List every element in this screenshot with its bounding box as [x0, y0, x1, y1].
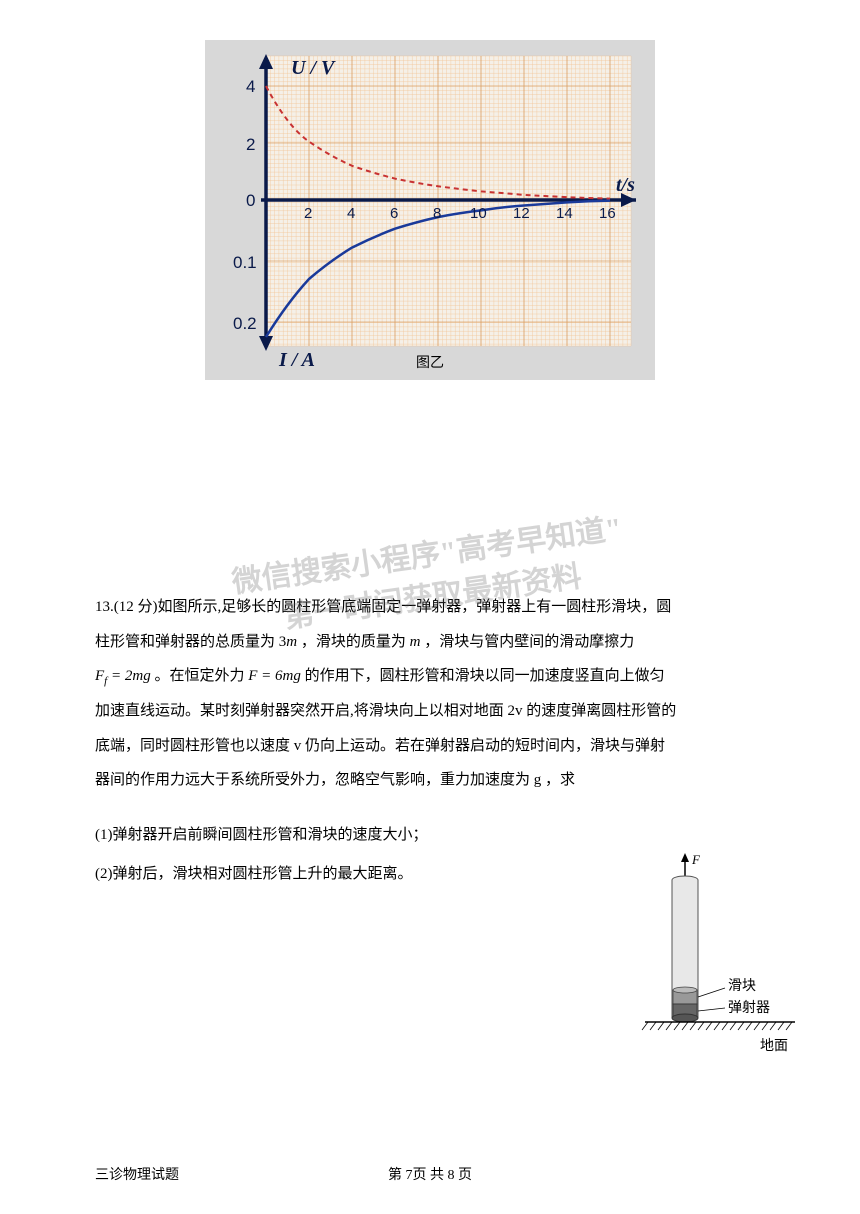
- chart-svg: U / V I / A t/s 4 2 0 0.1 0.2 2 4 6 8 10…: [211, 46, 649, 374]
- svg-text:8: 8: [433, 205, 441, 222]
- svg-text:0.1: 0.1: [233, 253, 257, 272]
- svg-text:0.2: 0.2: [233, 314, 257, 333]
- svg-text:4: 4: [246, 77, 255, 96]
- chart-caption: 图乙: [416, 352, 444, 372]
- svg-text:10: 10: [470, 205, 487, 222]
- svg-text:16: 16: [599, 205, 616, 222]
- footer-pagination: 第 7页 共 8 页: [388, 1164, 472, 1184]
- problem-line1: 13.(12 分)如图所示,足够长的圆柱形管底端固定一弹射器，弹射器上有一圆柱形…: [95, 590, 765, 625]
- svg-text:4: 4: [347, 205, 355, 222]
- svg-text:6: 6: [390, 205, 398, 222]
- y-lower-label: I / A: [278, 349, 315, 371]
- question-1: (1)弹射器开启前瞬间圆柱形管和滑块的速度大小；: [95, 816, 765, 855]
- launcher-label: 弹射器: [728, 1000, 770, 1016]
- apparatus-diagram: F 滑块 弹射器 地面: [640, 850, 800, 1060]
- problem-line2: 柱形管和弹射器的总质量为 3m ，滑块的质量为 m ，滑块与管内壁间的滑动摩擦力: [95, 625, 765, 660]
- problem-body: 13.(12 分)如图所示,足够长的圆柱形管底端固定一弹射器，弹射器上有一圆柱形…: [95, 590, 765, 798]
- force-label: F: [691, 852, 701, 867]
- y-upper-label: U / V: [291, 57, 336, 79]
- problem-line5: 底端，同时圆柱形管也以速度 v 仍向上运动。若在弹射器启动的短时间内，滑块与弹射: [95, 729, 765, 764]
- chart-plot-area: U / V I / A t/s 4 2 0 0.1 0.2 2 4 6 8 10…: [211, 46, 649, 374]
- svg-text:2: 2: [304, 205, 312, 222]
- svg-text:12: 12: [513, 205, 530, 222]
- svg-text:2: 2: [246, 135, 255, 154]
- x-label: t/s: [616, 174, 635, 196]
- problem-line4: 加速直线运动。某时刻弹射器突然开启,将滑块向上以相对地面 2v 的速度弹离圆柱形…: [95, 694, 765, 729]
- problem-line6: 器间的作用力远大于系统所受外力，忽略空气影响，重力加速度为 g ，求: [95, 763, 765, 798]
- ground-label: 地面: [760, 1038, 788, 1054]
- svg-text:14: 14: [556, 205, 573, 222]
- block-label: 滑块: [728, 977, 756, 994]
- watermark-line1: 微信搜索小程序"高考早知道": [230, 512, 624, 599]
- svg-text:0: 0: [246, 191, 255, 210]
- problem-line3: Ff = 2mg 。在恒定外力 F = 6mg 的作用下，圆柱形管和滑块以同一加…: [95, 659, 765, 694]
- footer-left: 三诊物理试题: [95, 1164, 179, 1184]
- chart-figure: U / V I / A t/s 4 2 0 0.1 0.2 2 4 6 8 10…: [205, 40, 655, 380]
